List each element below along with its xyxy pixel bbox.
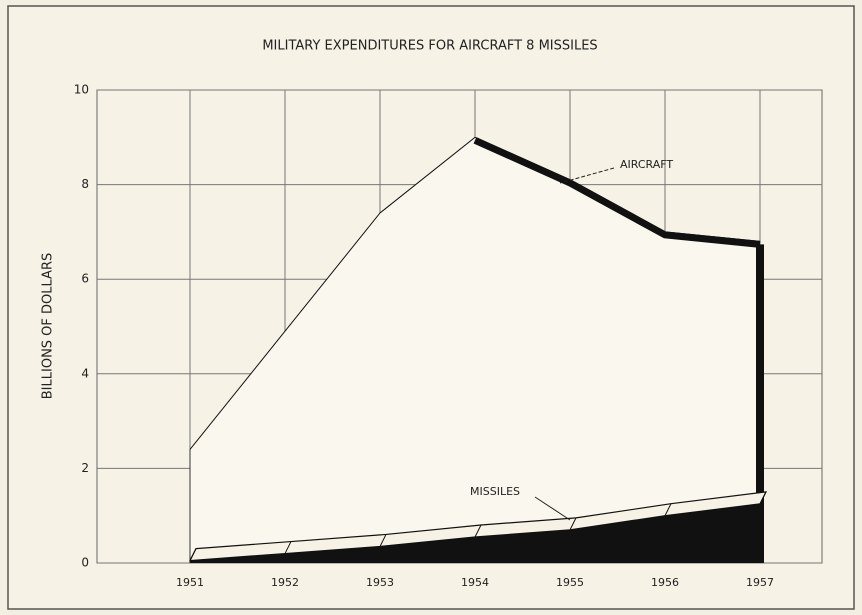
annotation-arrow xyxy=(559,167,615,184)
y-tick-label: 4 xyxy=(81,366,89,380)
aircraft-area xyxy=(190,137,760,564)
ribbon-divider xyxy=(189,548,197,561)
x-tick-label: 1956 xyxy=(651,576,679,589)
y-tick-label: 8 xyxy=(81,177,89,191)
missiles-area xyxy=(190,503,760,563)
y-tick-label: 6 xyxy=(81,272,89,286)
ribbon-divider xyxy=(474,524,482,538)
annotation-arrow xyxy=(534,496,571,521)
ribbon-divider xyxy=(379,534,387,547)
y-tick-label: 2 xyxy=(81,461,89,475)
x-tick-label: 1955 xyxy=(556,576,584,589)
x-tick-label: 1957 xyxy=(746,576,774,589)
ribbon-divider xyxy=(284,541,292,554)
x-tick-label: 1952 xyxy=(271,576,299,589)
x-tick-label: 1951 xyxy=(176,576,204,589)
ribbon-divider xyxy=(664,503,672,516)
x-tick-label: 1953 xyxy=(366,576,394,589)
annotation: AIRCRAFT xyxy=(620,158,673,171)
y-axis-label: BILLIONS OF DOLLARS xyxy=(41,253,56,399)
ribbon-divider xyxy=(569,517,577,531)
y-tick-label: 0 xyxy=(81,556,89,570)
x-tick-label: 1954 xyxy=(461,576,489,589)
ribbon-divider xyxy=(759,491,767,505)
annotation: MISSILES xyxy=(470,485,520,498)
chart-title: MILITARY EXPENDITURES FOR AIRCRAFT 8 MIS… xyxy=(262,39,597,54)
y-tick-label: 10 xyxy=(74,83,89,97)
aircraft-line-shadow xyxy=(473,137,761,248)
